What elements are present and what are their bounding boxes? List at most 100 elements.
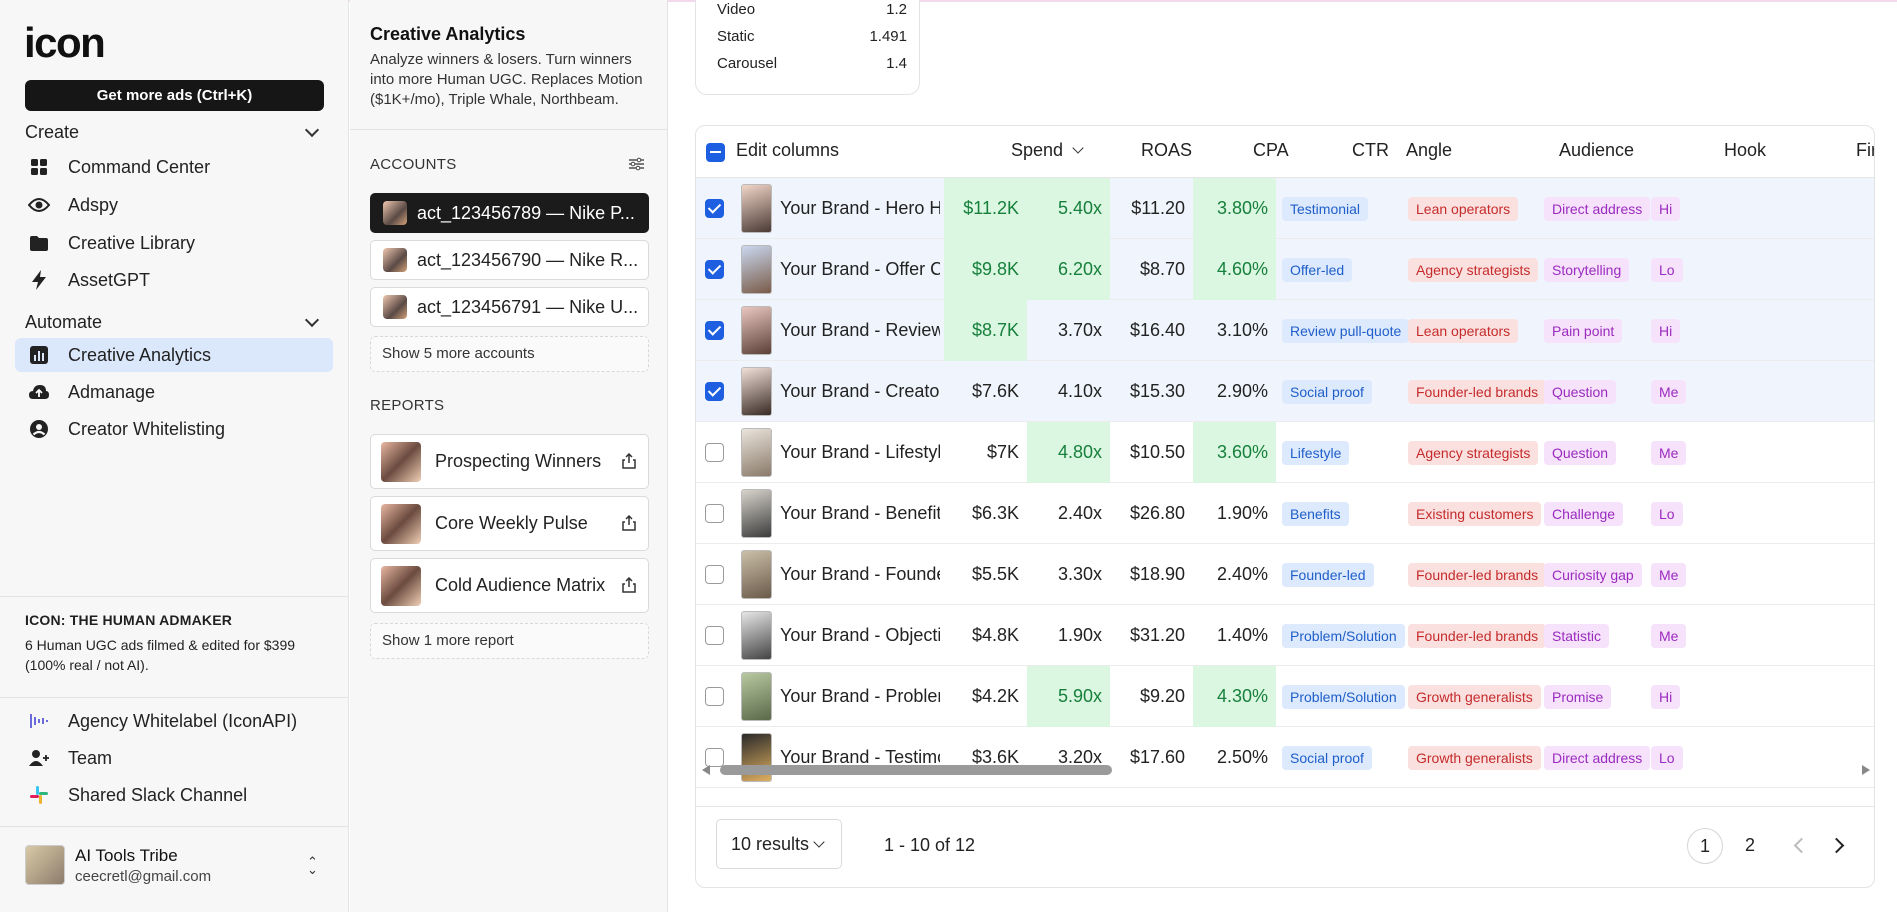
table-footer: 10 results 1 - 10 of 12 1 2 — [696, 806, 1874, 886]
report-item[interactable]: Cold Audience Matrix — [370, 558, 649, 613]
cpa-cell: $15.30 — [1129, 381, 1185, 401]
hook-tag: Challenge — [1544, 501, 1624, 526]
creative-name[interactable]: Your Brand - Objection... — [780, 625, 940, 645]
row-checkbox[interactable] — [705, 382, 724, 401]
column-header-format[interactable]: Fir — [1856, 140, 1875, 160]
divider — [350, 129, 668, 130]
angle-cell: Problem/Solution — [1282, 666, 1405, 727]
table-row[interactable]: Your Brand - Lifestyle ... $7K 4.80x $10.50… — [696, 422, 1874, 483]
account-item[interactable]: act_123456790 — Nike R... — [370, 240, 649, 280]
column-header-hook[interactable]: Hook — [1724, 140, 1767, 160]
page-button-2[interactable]: 2 — [1744, 835, 1755, 855]
hook-tag: Statistic — [1544, 623, 1610, 648]
table-row[interactable]: Your Brand - Hero Hoo...$11.2K5.40x $11.2… — [696, 178, 1874, 239]
get-more-ads-button[interactable]: Get more ads (Ctrl+K) — [25, 80, 324, 111]
next-page-icon[interactable] — [1828, 837, 1845, 854]
creative-thumbnail[interactable] — [741, 672, 772, 721]
column-header-spend[interactable]: Spend — [1011, 140, 1084, 161]
table-row[interactable]: Your Brand - Problem / ... $4.2K 5.90x $9.2… — [696, 666, 1874, 727]
chevron-down-icon — [304, 312, 320, 328]
table-row[interactable]: Your Brand - Benefit St... $6.3K 2.40x $26.… — [696, 483, 1874, 544]
prev-page-icon[interactable] — [1793, 837, 1810, 854]
column-header-cpa[interactable]: CPA — [1253, 140, 1289, 160]
nav-team[interactable]: Team — [15, 741, 333, 775]
column-header-roas[interactable]: ROAS — [1141, 140, 1193, 160]
edit-columns-button[interactable]: Edit columns — [736, 140, 840, 160]
column-header-angle[interactable]: Angle — [1406, 140, 1453, 160]
share-icon[interactable] — [622, 452, 636, 474]
nav-creator-whitelisting[interactable]: Creator Whitelisting — [15, 412, 333, 446]
nav-adspy[interactable]: Adspy — [15, 188, 333, 222]
creative-thumbnail[interactable] — [741, 550, 772, 599]
promo-box[interactable]: ICON: THE HUMAN ADMAKER 6 Human UGC ads … — [0, 596, 349, 673]
sliders-icon[interactable] — [629, 157, 644, 176]
row-checkbox[interactable] — [705, 687, 724, 706]
page-button-1[interactable]: 1 — [1687, 828, 1723, 864]
account-item[interactable]: act_123456789 — Nike P... — [370, 193, 649, 233]
horizontal-scrollbar[interactable] — [696, 761, 1874, 779]
nav-creative-analytics[interactable]: Creative Analytics — [15, 338, 333, 372]
creative-name[interactable]: Your Brand - Founder S... — [780, 564, 940, 584]
column-header-audience[interactable]: Audience — [1559, 140, 1635, 160]
summary-label: Carousel — [717, 55, 778, 72]
row-checkbox[interactable] — [705, 565, 724, 584]
creative-name[interactable]: Your Brand - Problem / ... — [780, 686, 940, 706]
table-row[interactable]: Your Brand - Testimoni... $3.6K 3.20x $17.6… — [696, 727, 1874, 788]
scrollbar-thumb[interactable] — [720, 765, 1112, 775]
report-item[interactable]: Prospecting Winners — [370, 434, 649, 489]
creative-thumbnail[interactable] — [741, 428, 772, 477]
creative-thumbnail[interactable] — [741, 489, 772, 538]
row-checkbox[interactable] — [705, 199, 724, 218]
results-per-page-select[interactable]: 10 results — [716, 819, 842, 869]
app-logo[interactable]: icon — [24, 19, 106, 66]
scroll-right-icon[interactable] — [1862, 765, 1870, 775]
creative-thumbnail[interactable] — [741, 245, 772, 294]
angle-tag: Founder-led — [1282, 562, 1374, 587]
creative-name[interactable]: Your Brand - Creator Pr... — [780, 381, 940, 401]
user-account[interactable]: AI Tools Tribe ceecretl@gmail.com — [25, 845, 211, 885]
creative-name[interactable]: Your Brand - Lifestyle ... — [780, 442, 940, 462]
row-checkbox[interactable] — [705, 626, 724, 645]
share-icon[interactable] — [622, 514, 636, 536]
column-header-ctr[interactable]: CTR — [1352, 140, 1389, 160]
creative-name[interactable]: Your Brand - Benefit St... — [780, 503, 940, 523]
bar-chart-icon — [28, 344, 50, 366]
table-row[interactable]: Your Brand - Creator Pr... $7.6K 4.10x $15.… — [696, 361, 1874, 422]
row-checkbox[interactable] — [705, 321, 724, 340]
creative-thumbnail[interactable] — [741, 611, 772, 660]
nav-command-center[interactable]: Command Center — [15, 150, 333, 184]
report-item[interactable]: Core Weekly Pulse — [370, 496, 649, 551]
nav-shared-slack-channel[interactable]: Shared Slack Channel — [15, 778, 333, 812]
show-more-accounts-button[interactable]: Show 5 more accounts — [370, 336, 649, 372]
account-item[interactable]: act_123456791 — Nike U... — [370, 287, 649, 327]
creative-name[interactable]: Your Brand - Hero Hoo... — [780, 198, 940, 218]
share-icon[interactable] — [622, 576, 636, 598]
angle-cell: Social proof — [1282, 361, 1372, 422]
hook-cell: Direct address — [1544, 727, 1651, 788]
row-checkbox[interactable] — [705, 504, 724, 523]
nav-assetgpt[interactable]: AssetGPT — [15, 263, 333, 297]
nav-admanage[interactable]: Admanage — [15, 375, 333, 409]
table-row[interactable]: Your Brand - Offer Cou...$9.8K6.20x $8.70… — [696, 239, 1874, 300]
row-checkbox[interactable] — [705, 260, 724, 279]
scroll-left-icon[interactable] — [702, 765, 710, 775]
creative-thumbnail[interactable] — [741, 306, 772, 355]
show-more-reports-button[interactable]: Show 1 more report — [370, 623, 649, 659]
row-checkbox[interactable] — [705, 748, 724, 767]
table-row[interactable]: Your Brand - Founder S... $5.5K 3.30x $18.9… — [696, 544, 1874, 605]
table-row[interactable]: Your Brand - Review Pu...$8.7K 3.70x $16.4… — [696, 300, 1874, 361]
create-section-toggle[interactable]: Create — [25, 121, 325, 143]
hook-cell: Challenge — [1544, 483, 1624, 544]
nav-creative-library[interactable]: Creative Library — [15, 226, 333, 260]
creative-name[interactable]: Your Brand - Offer Cou... — [780, 259, 940, 279]
expand-collapse-icon[interactable]: ⌃ ⌄ — [307, 854, 318, 877]
automate-section-toggle[interactable]: Automate — [25, 311, 325, 333]
row-checkbox[interactable] — [705, 443, 724, 462]
creative-name[interactable]: Your Brand - Testimoni... — [780, 747, 940, 767]
creative-name[interactable]: Your Brand - Review Pu... — [780, 320, 940, 340]
table-row[interactable]: Your Brand - Objection... $4.8K 1.90x $31.2… — [696, 605, 1874, 666]
creative-thumbnail[interactable] — [741, 367, 772, 416]
creative-thumbnail[interactable] — [741, 184, 772, 233]
select-all-checkbox[interactable] — [706, 143, 725, 162]
nav-agency-whitelabel[interactable]: Agency Whitelabel (IconAPI) — [15, 704, 333, 738]
